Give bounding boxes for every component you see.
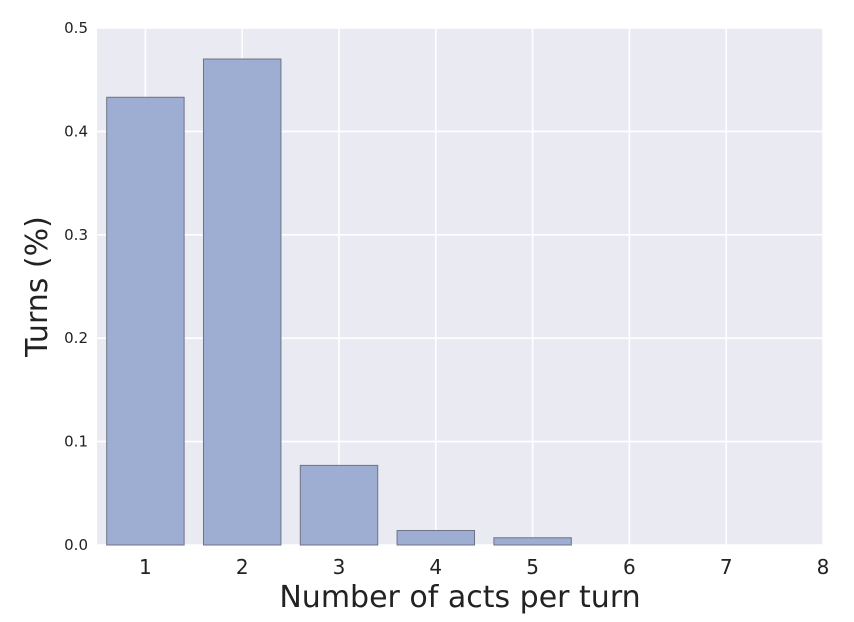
y-tick-label: 0.4 [64,122,88,140]
bar [202,58,282,546]
y-tick-label: 0.0 [64,536,88,554]
y-tick-label: 0.5 [64,19,88,37]
x-tick-label: 7 [720,555,733,579]
bars [106,58,572,546]
x-tick-label: 2 [236,555,249,579]
x-tick-label: 6 [623,555,636,579]
x-tick-label: 3 [333,555,346,579]
x-tick-labels: 1 2 3 4 5 6 7 8 [139,555,829,579]
y-tick-labels: 0.0 0.1 0.2 0.3 0.4 0.5 [64,19,88,554]
y-tick-label: 0.1 [64,433,88,451]
y-tick-label: 0.2 [64,329,88,347]
x-tick-label: 4 [429,555,442,579]
bar [299,464,379,546]
y-axis-label: Turns (%) [20,216,55,358]
x-tick-label: 1 [139,555,152,579]
bar [396,530,476,546]
bar [106,96,185,546]
x-axis-label: Number of acts per turn [279,580,640,615]
y-tick-label: 0.3 [64,226,88,244]
x-tick-label: 8 [817,555,830,579]
x-tick-label: 5 [526,555,539,579]
bar [493,537,572,546]
